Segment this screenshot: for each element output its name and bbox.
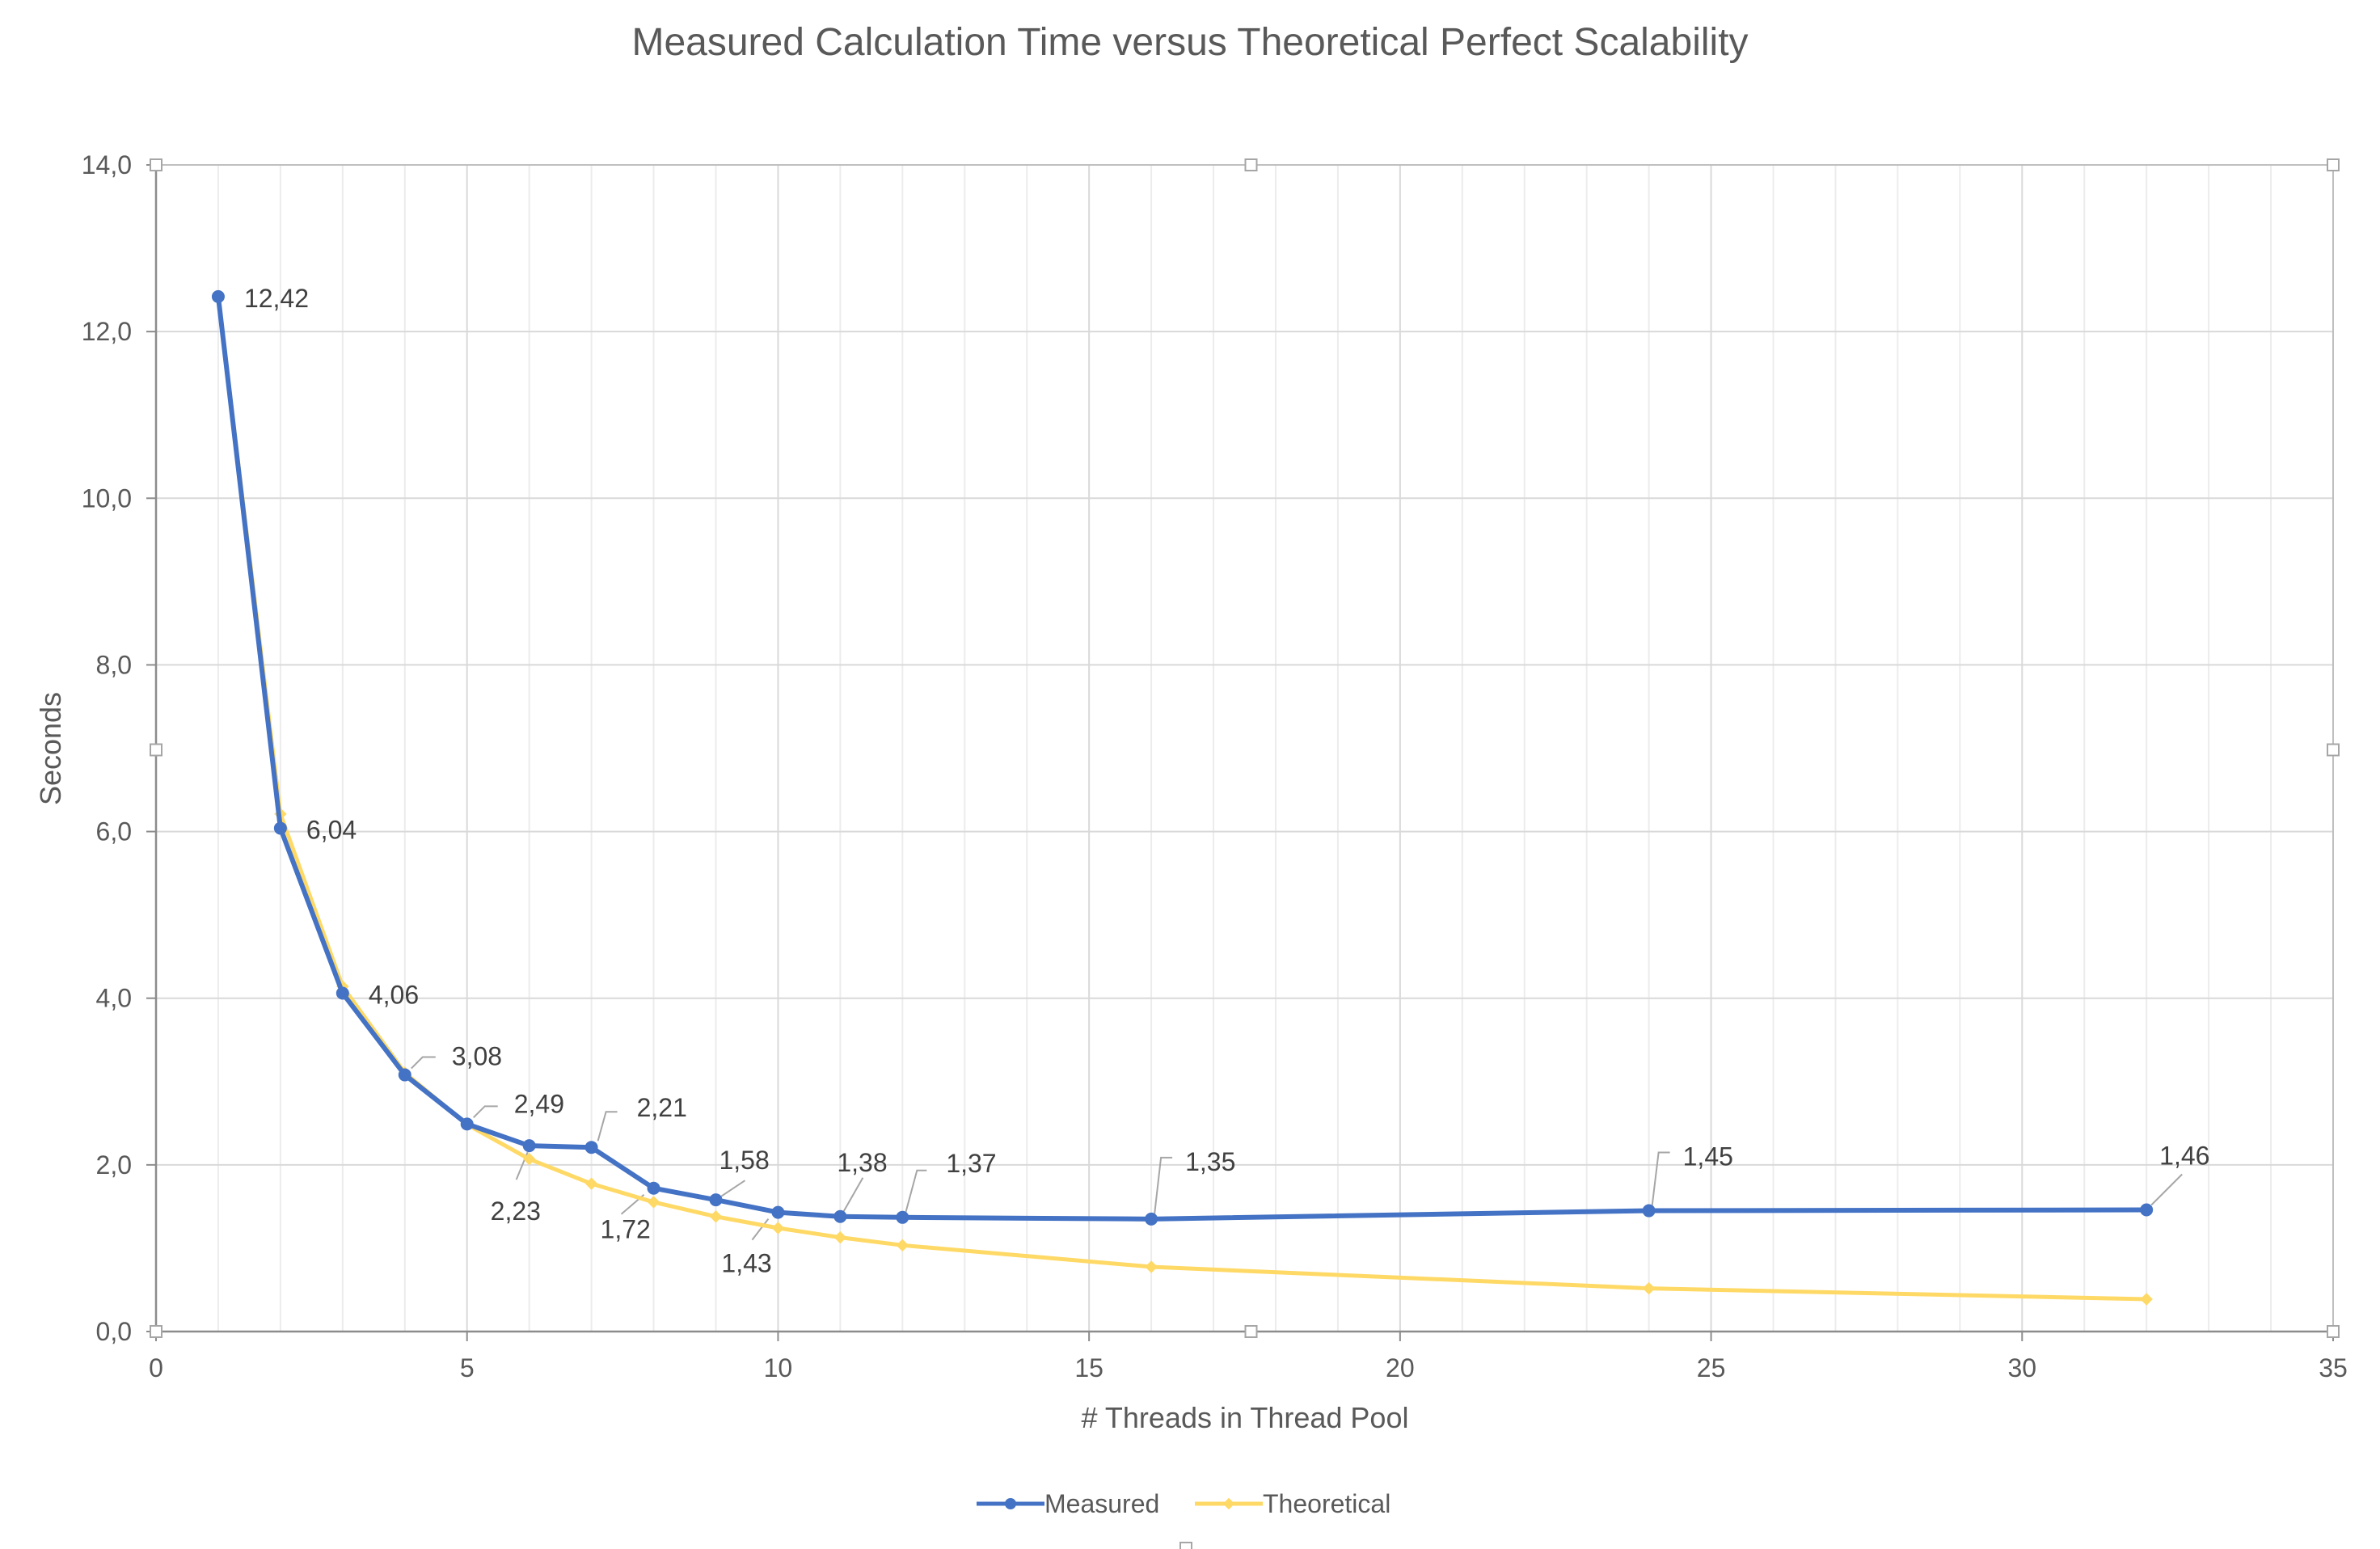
resize-handle[interactable] [150, 1325, 162, 1338]
theoretical-point [2140, 1293, 2153, 1306]
chart-title: Measured Calculation Time versus Theoret… [631, 21, 1748, 64]
measured-point [647, 1181, 660, 1195]
y-tick-label: 14,0 [82, 150, 132, 179]
y-axis-title: Seconds [34, 692, 67, 805]
data-label: 4,06 [369, 981, 419, 1010]
resize-handle[interactable] [150, 158, 162, 171]
x-tick-label: 35 [2319, 1353, 2348, 1382]
measured-point [1642, 1204, 1656, 1218]
data-label-leader [842, 1177, 864, 1213]
series [211, 289, 2154, 1306]
data-label-leader [719, 1180, 746, 1197]
resize-handle[interactable] [2327, 743, 2340, 757]
y-tick-label: 4,0 [96, 984, 132, 1013]
measured-point [522, 1139, 536, 1153]
x-tick-label: 10 [764, 1353, 793, 1382]
measured-point [211, 289, 225, 303]
measured-point [2140, 1203, 2154, 1217]
resize-handle[interactable] [2327, 1325, 2340, 1338]
data-label-leader [411, 1056, 436, 1070]
measured-point [896, 1210, 909, 1224]
data-label: 1,38 [837, 1148, 887, 1177]
data-label-leader [1154, 1156, 1173, 1214]
data-label-leader [473, 1105, 498, 1119]
data-labels: 12,42 6,04 4,06 3,08 2,49 2,23 2,21 1,72 1,58 1,4… [244, 284, 2210, 1278]
theoretical-point [709, 1210, 723, 1223]
legend: Measured Theoretical [977, 1489, 1390, 1549]
data-label: 6,04 [306, 815, 357, 844]
theoretical-point [1642, 1281, 1656, 1295]
y-tick-label: 6,0 [96, 817, 132, 846]
measured-point [398, 1068, 411, 1082]
data-label: 3,08 [452, 1042, 502, 1071]
y-tick-label: 0,0 [96, 1317, 132, 1346]
legend-marker-measured [1005, 1498, 1016, 1509]
resize-handle[interactable] [1244, 158, 1258, 171]
data-label-leader [751, 1218, 770, 1241]
data-label: 1,43 [721, 1249, 771, 1278]
measured-point [833, 1209, 847, 1223]
data-label-leader [597, 1111, 618, 1142]
measured-point [273, 821, 287, 835]
y-tick-label: 12,0 [82, 317, 132, 346]
legend-marker-theoretical [1222, 1497, 1235, 1510]
x-tick-label: 5 [460, 1353, 475, 1382]
data-label-leader [1651, 1151, 1670, 1206]
theoretical-point [833, 1230, 847, 1244]
x-tick-label: 20 [1386, 1353, 1415, 1382]
y-tick-label: 10,0 [82, 483, 132, 513]
measured-point [584, 1141, 598, 1154]
data-label-leader [2150, 1173, 2183, 1206]
x-tick-label: 0 [149, 1353, 163, 1382]
data-label: 1,37 [946, 1149, 996, 1178]
x-axis-title: # Threads in Thread Pool [1082, 1401, 1409, 1434]
measured-point [1145, 1212, 1158, 1226]
data-label: 1,58 [719, 1146, 769, 1175]
theoretical-point [771, 1222, 785, 1235]
theoretical-point [1145, 1260, 1158, 1273]
data-label: 2,23 [491, 1197, 541, 1226]
measured-point [771, 1205, 785, 1219]
x-tick-label: 30 [2007, 1353, 2036, 1382]
data-label-leader [905, 1169, 927, 1213]
measured-point [335, 986, 349, 1000]
x-tick-label: 25 [1697, 1353, 1726, 1382]
resize-handle[interactable] [1244, 1325, 1258, 1338]
resize-handle[interactable] [1179, 1542, 1192, 1549]
x-tick-label: 15 [1074, 1353, 1103, 1382]
legend-label-theoretical: Theoretical [1263, 1489, 1390, 1518]
theoretical-point [647, 1196, 660, 1209]
measured-point [709, 1193, 723, 1207]
legend-label-measured: Measured [1044, 1489, 1159, 1518]
measured-point [460, 1117, 474, 1131]
data-label: 1,46 [2159, 1142, 2209, 1171]
data-label: 12,42 [244, 284, 309, 313]
axes: 0 5 10 15 20 25 30 35 0,0 2,0 4,0 6,0 8,0 10,0 12,0 14,… [82, 150, 2348, 1382]
data-label: 1,72 [601, 1215, 651, 1244]
theoretical-point [522, 1152, 536, 1166]
data-label: 2,21 [637, 1093, 687, 1122]
data-label: 2,49 [514, 1089, 564, 1118]
theoretical-point [896, 1239, 909, 1252]
data-label: 1,45 [1683, 1142, 1733, 1171]
resize-handle[interactable] [2327, 158, 2340, 171]
theoretical-point [584, 1177, 598, 1190]
data-label: 1,35 [1185, 1147, 1235, 1176]
resize-handle[interactable] [150, 743, 162, 757]
y-tick-label: 8,0 [96, 650, 132, 679]
y-tick-label: 2,0 [96, 1150, 132, 1180]
